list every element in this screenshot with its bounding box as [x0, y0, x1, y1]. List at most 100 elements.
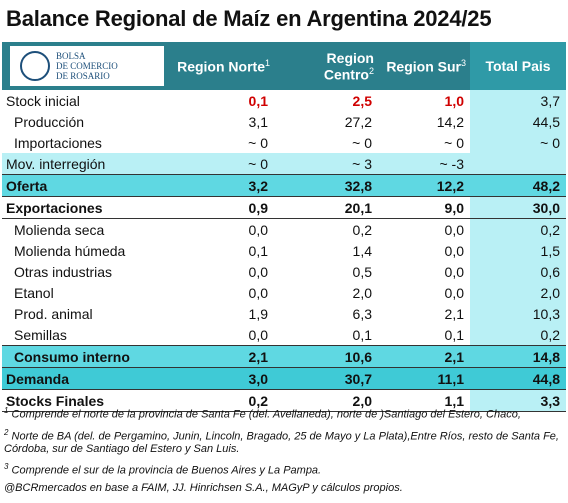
cell: 32,8	[274, 174, 378, 197]
table-row: Semillas 0,0 0,1 0,1 0,2	[2, 324, 566, 346]
cell: ~ 0	[172, 153, 274, 175]
cell: ~ 3	[274, 153, 378, 175]
cell: 12,2	[378, 174, 470, 197]
cell: 3,1	[248, 113, 268, 130]
cell: 3,3	[470, 389, 566, 412]
cell: ~ 0	[444, 134, 464, 151]
row-label: Prod. animal	[14, 305, 93, 322]
cell: 2,1	[444, 305, 464, 322]
cell: 14,2	[436, 113, 464, 130]
cell: 30,0	[470, 196, 566, 219]
table-row: Otras industrias 0,0 0,5 0,0 0,6	[2, 261, 566, 282]
row-label: Molienda seca	[14, 221, 105, 238]
cell	[470, 153, 566, 175]
logo-text: BOLSA DE COMERCIO DE ROSARIO	[56, 51, 118, 81]
cell: 0,5	[352, 263, 372, 280]
row-label: Producción	[14, 113, 85, 130]
cell: 1,4	[352, 242, 372, 259]
row-label: Molienda húmeda	[14, 242, 126, 259]
column-label: Total Pais	[485, 58, 551, 74]
cell: ~ 0	[248, 134, 268, 151]
cell: 0,0	[444, 242, 464, 259]
cell: 30,7	[274, 367, 378, 390]
logo-line: DE COMERCIO	[56, 61, 118, 71]
balance-table: BOLSA DE COMERCIO DE ROSARIO Region Norte1…	[2, 42, 566, 412]
table-row: Stock inicial 0,1 2,5 1,0 3,7	[2, 90, 566, 111]
cell: 1,1	[378, 389, 470, 412]
cell: 0,1	[444, 326, 464, 343]
column-header: Total Pais	[470, 42, 566, 90]
cell: 0,1	[248, 242, 268, 259]
column-header: Region Norte1	[172, 42, 274, 90]
footnote: 1 Comprende el norte de la provincia de …	[4, 404, 564, 422]
cell: 3,0	[172, 367, 274, 390]
table-row: Mov. interregión ~ 0 ~ 3 ~ -3	[2, 153, 566, 175]
cell: 27,2	[344, 113, 372, 130]
cell: 0,0	[444, 284, 464, 301]
table-row: Stocks Finales 0,2 2,0 1,1 3,3	[2, 389, 566, 412]
row-label: Importaciones	[14, 134, 102, 151]
row-label: Exportaciones	[2, 196, 172, 219]
cell: 0,0	[444, 221, 464, 238]
cell: 6,3	[352, 305, 372, 322]
cell: 1,0	[444, 92, 464, 109]
cell: 9,0	[378, 196, 470, 219]
row-label: Mov. interregión	[2, 153, 172, 175]
cell: 0,0	[248, 263, 268, 280]
cell: 0,2	[470, 324, 566, 346]
cell: 20,1	[274, 196, 378, 219]
cell: ~ -3	[378, 153, 470, 175]
cell: 0,6	[470, 261, 566, 282]
cell: 1,9	[248, 305, 268, 322]
cell: 2,0	[274, 389, 378, 412]
row-label: Oferta	[2, 174, 172, 197]
cell: 0,0	[248, 284, 268, 301]
cell: 10,3	[470, 303, 566, 324]
table-row: Prod. animal 1,9 6,3 2,1 10,3	[2, 303, 566, 324]
row-label: Stock inicial	[6, 92, 80, 109]
cell: 0,9	[172, 196, 274, 219]
cell: 48,2	[470, 174, 566, 197]
cell: 44,8	[470, 367, 566, 390]
source: @BCRmercados en base a FAIM, JJ. Hinrich…	[4, 481, 403, 494]
table-row: Demanda 3,0 30,7 11,1 44,8	[2, 367, 566, 390]
cell: 0,2	[470, 218, 566, 240]
logo-line: BOLSA	[56, 51, 86, 61]
logo: BOLSA DE COMERCIO DE ROSARIO	[10, 46, 164, 86]
header-row: BOLSA DE COMERCIO DE ROSARIO Region Norte1…	[2, 42, 566, 90]
cell: 3,2	[172, 174, 274, 197]
cell: 0,2	[172, 389, 274, 412]
table-row: Etanol 0,0 2,0 0,0 2,0	[2, 282, 566, 303]
footnotes: 1 Comprende el norte de la provincia de …	[4, 404, 564, 499]
footnote-mark: 1	[4, 406, 9, 415]
column-label: Region Sur	[386, 58, 461, 75]
footnote-text: Comprende el norte de la provincia de Sa…	[11, 408, 521, 421]
footnote-text: Norte de BA (del. de Pergamino, Junin, L…	[4, 430, 559, 456]
cell: 0,0	[248, 221, 268, 238]
row-label: Otras industrias	[14, 263, 113, 280]
cell: 10,6	[274, 345, 378, 368]
table-row: Importaciones ~ 0 ~ 0 ~ 0 ~ 0	[2, 132, 566, 153]
column-label: Region Norte	[177, 58, 265, 75]
cell: 0,0	[444, 263, 464, 280]
logo-cell: BOLSA DE COMERCIO DE ROSARIO	[2, 42, 172, 90]
column-note: 3	[460, 57, 466, 68]
cell: 0,1	[352, 326, 372, 343]
footnote-mark: 2	[4, 427, 9, 437]
table-row: Oferta 3,2 32,8 12,2 48,2	[2, 174, 566, 197]
table-row: Exportaciones 0,9 20,1 9,0 30,0	[2, 196, 566, 219]
cell: 2,5	[352, 92, 372, 109]
cell: 0,2	[352, 221, 372, 238]
table-row: Producción 3,1 27,2 14,2 44,5	[2, 111, 566, 132]
row-label: Semillas	[14, 326, 67, 343]
row-label: Demanda	[2, 367, 172, 390]
column-header: Region Centro2	[274, 42, 378, 90]
cell: ~ 0	[352, 134, 372, 151]
footnote: 3 Comprende el sur de la provincia de Bu…	[4, 460, 564, 478]
row-label: Stocks Finales	[2, 389, 172, 412]
title: Balance Regional de Maíz en Argentina 20…	[6, 6, 492, 31]
table-row: Molienda húmeda 0,1 1,4 0,0 1,5	[2, 240, 566, 261]
cell: 0,0	[248, 326, 268, 343]
column-note: 1	[264, 57, 270, 68]
